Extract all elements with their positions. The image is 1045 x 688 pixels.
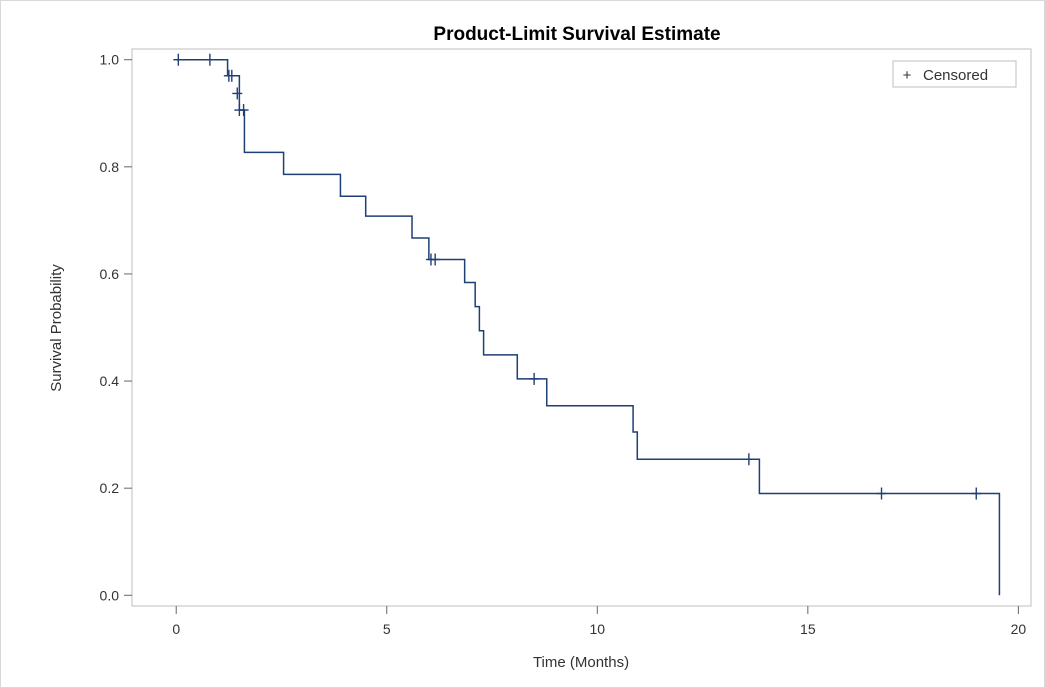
- y-tick-label: 0.8: [100, 159, 120, 175]
- censored-marker: [226, 69, 237, 82]
- y-tick-label: 0.6: [100, 266, 120, 282]
- censored-marker: [876, 487, 887, 500]
- censored-marker: [238, 104, 249, 117]
- censored-marker: [529, 372, 540, 385]
- y-tick-label: 0.2: [100, 480, 120, 496]
- censored-marker: [743, 453, 754, 466]
- x-axis: 0 5 10 15 20: [172, 606, 1026, 637]
- y-tick-label: 1.0: [100, 52, 120, 68]
- censored-marker: [971, 487, 982, 500]
- legend-censored-symbol: +: [903, 67, 912, 84]
- x-tick-label: 0: [172, 621, 180, 637]
- y-tick-label: 0.0: [100, 587, 120, 603]
- legend-box: [892, 60, 1017, 88]
- y-tick-label: 0.4: [100, 373, 120, 389]
- censored-marker: [173, 53, 184, 66]
- y-axis-label: Survival Probability: [48, 264, 65, 392]
- censored-markers: [173, 53, 982, 500]
- censored-marker: [204, 53, 215, 66]
- y-axis: 0.0 0.2 0.4 0.6 0.8 1.0: [100, 52, 132, 603]
- x-tick-label: 10: [590, 621, 606, 637]
- survival-curve-line: [176, 58, 1001, 596]
- x-tick-label: 15: [800, 621, 816, 637]
- x-axis-label: Time (Months): [533, 654, 629, 671]
- plot-area: [131, 48, 1032, 607]
- censored-marker: [430, 253, 441, 266]
- censored-marker: [232, 87, 243, 100]
- x-tick-label: 20: [1011, 621, 1027, 637]
- x-tick-label: 5: [383, 621, 391, 637]
- chart-title: Product-Limit Survival Estimate: [433, 24, 720, 45]
- legend: + Censored: [892, 60, 1017, 88]
- legend-censored-label: Censored: [923, 67, 988, 84]
